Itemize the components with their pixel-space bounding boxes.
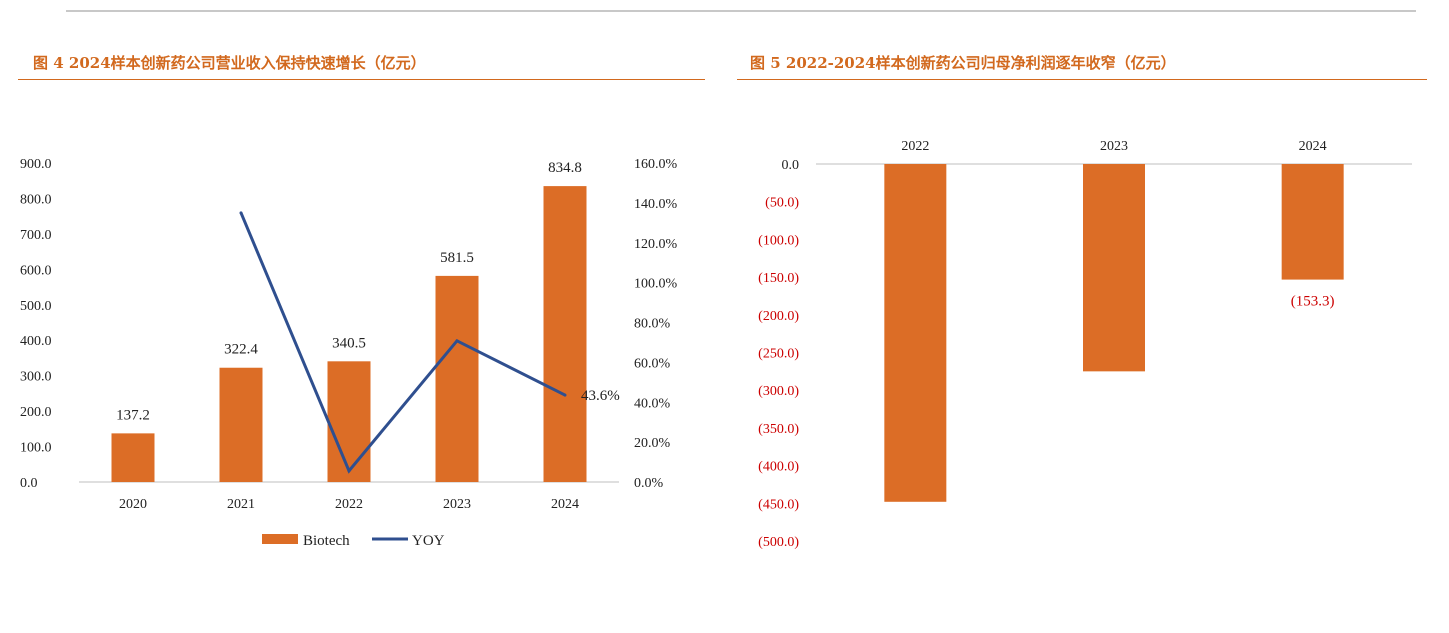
x-tick-label: 2024	[551, 497, 579, 512]
yoy-point	[455, 339, 459, 343]
y-tick-label: (250.0)	[758, 347, 799, 362]
revenue-bar-label: 340.5	[332, 335, 366, 351]
y-tick-label: (50.0)	[765, 196, 799, 211]
y-left-tick-label: 0.0	[20, 476, 38, 491]
y-left-tick-label: 400.0	[20, 334, 52, 349]
y-left-tick-label: 200.0	[20, 405, 52, 420]
figure-4-title: 图 4 2024样本创新药公司营业收入保持快速增长（亿元）	[33, 54, 426, 72]
yoy-point	[347, 469, 351, 473]
net-profit-bar	[1281, 164, 1344, 280]
y-right-tick-label: 60.0%	[634, 356, 671, 371]
y-tick-label: (400.0)	[758, 460, 799, 475]
y-tick-label: (350.0)	[758, 422, 799, 437]
y-left-tick-label: 100.0	[20, 441, 52, 456]
revenue-bar	[219, 367, 263, 482]
y-right-tick-label: 160.0%	[634, 157, 678, 172]
revenue-bar-label: 581.5	[440, 250, 474, 266]
legend-swatch-biotech	[262, 534, 298, 544]
y-tick-label: (500.0)	[758, 535, 799, 550]
x-tick-label: 2023	[1100, 139, 1128, 154]
net-profit-bar-label: (153.3)	[1291, 294, 1335, 310]
y-tick-label: (100.0)	[758, 233, 799, 248]
net-profit-bar	[1083, 164, 1145, 372]
yoy-point-label: 43.6%	[581, 388, 620, 404]
revenue-bar	[111, 433, 155, 482]
y-right-tick-label: 0.0%	[634, 476, 664, 491]
x-tick-label: 2022	[901, 139, 929, 154]
y-left-tick-label: 600.0	[20, 263, 52, 278]
x-tick-label: 2021	[227, 497, 255, 512]
yoy-point	[563, 393, 567, 397]
legend-label-yoy: YOY	[412, 533, 445, 549]
x-tick-label: 2020	[119, 497, 147, 512]
yoy-line	[239, 212, 566, 474]
yoy-point	[239, 211, 243, 215]
net-profit-bar	[884, 164, 947, 502]
revenue-bar	[435, 275, 479, 482]
y-left-tick-label: 300.0	[20, 370, 52, 385]
revenue-bar-label: 834.8	[548, 160, 582, 176]
y-tick-label: (150.0)	[758, 271, 799, 286]
y-right-tick-label: 100.0%	[634, 277, 678, 292]
y-left-tick-label: 500.0	[20, 299, 52, 314]
legend-label-biotech: Biotech	[303, 533, 350, 549]
revenue-bar-label: 322.4	[224, 342, 258, 358]
figure-5-title: 图 5 2022-2024样本创新药公司归母净利润逐年收窄（亿元）	[750, 54, 1176, 72]
y-right-tick-label: 80.0%	[634, 317, 671, 332]
y-right-tick-label: 140.0%	[634, 197, 678, 212]
figure-5-title-rule	[737, 79, 1427, 80]
top-divider	[66, 10, 1416, 12]
revenue-chart: 0.0 100.0 200.0 300.0 400.0 500.0 600.0 700.0 80…	[20, 157, 678, 549]
revenue-bar-label: 137.2	[116, 407, 150, 423]
y-left-tick-label: 800.0	[20, 192, 52, 207]
y-right-tick-label: 40.0%	[634, 396, 671, 411]
y-left-tick-label: 900.0	[20, 157, 52, 172]
x-tick-label: 2024	[1299, 139, 1327, 154]
y-tick-label: 0.0	[782, 158, 800, 173]
revenue-bar	[327, 361, 371, 482]
y-left-tick-label: 700.0	[20, 228, 52, 243]
y-tick-label: (450.0)	[758, 497, 799, 512]
y-tick-label: (200.0)	[758, 309, 799, 324]
x-tick-label: 2022	[335, 497, 363, 512]
y-tick-label: (300.0)	[758, 384, 799, 399]
y-right-tick-label: 20.0%	[634, 436, 671, 451]
figure-4-title-rule	[18, 79, 705, 80]
x-tick-label: 2023	[443, 497, 471, 512]
y-right-tick-label: 120.0%	[634, 237, 678, 252]
revenue-bar	[543, 186, 587, 482]
